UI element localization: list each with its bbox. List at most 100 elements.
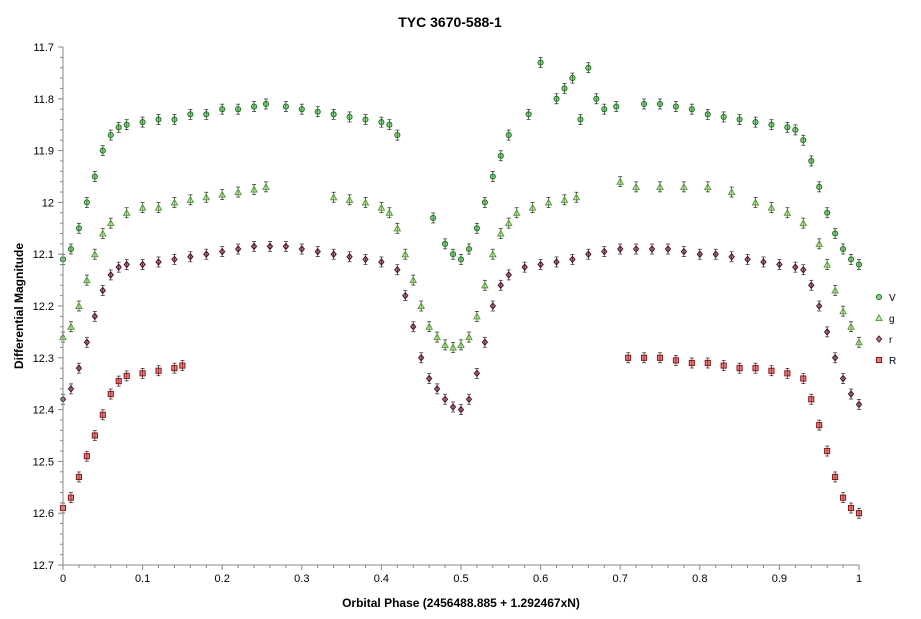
data-point [816, 183, 823, 190]
data-point [99, 286, 106, 295]
data-point [752, 119, 759, 126]
data-point [497, 152, 504, 159]
data-point [433, 385, 441, 393]
data-point [457, 405, 465, 414]
data-point [473, 369, 481, 378]
data-point [528, 203, 537, 211]
data-point [727, 187, 736, 196]
legend-label: R [889, 356, 896, 367]
data-point [703, 182, 712, 190]
data-point [457, 256, 465, 263]
data-point [572, 193, 581, 201]
data-point [155, 258, 162, 266]
data-point [840, 494, 847, 501]
data-point [497, 281, 504, 290]
data-point [67, 494, 75, 501]
data-point [346, 113, 353, 120]
data-point [378, 119, 385, 126]
data-point [736, 365, 743, 372]
data-point [99, 147, 106, 154]
data-point [648, 245, 656, 253]
data-point [107, 391, 114, 398]
data-point [784, 124, 791, 131]
x-tick-label: 0.7 [613, 573, 628, 585]
data-point [234, 245, 242, 253]
data-point [441, 395, 449, 404]
y-tick-label: 12.4 [33, 405, 54, 417]
y-tick-label: 12.6 [33, 508, 54, 520]
data-point [799, 219, 808, 227]
data-point [505, 271, 512, 279]
data-point [688, 359, 695, 367]
data-point [115, 378, 122, 385]
data-point [808, 281, 815, 290]
data-point [282, 242, 290, 251]
data-point [186, 195, 195, 203]
data-point [425, 322, 434, 330]
data-point [154, 203, 163, 211]
data-point [751, 198, 760, 206]
y-tick-label: 12.7 [33, 560, 54, 572]
data-point [417, 301, 426, 310]
data-point [680, 247, 688, 256]
data-point [792, 263, 799, 271]
data-point [75, 473, 82, 480]
data-point [577, 116, 584, 123]
data-point [329, 193, 338, 201]
data-point [776, 260, 783, 269]
plot-area [59, 57, 863, 519]
data-point [664, 245, 672, 253]
data-point [808, 396, 815, 403]
y-tick-label: 11.9 [33, 146, 54, 158]
data-point [203, 250, 210, 259]
data-point [234, 187, 242, 196]
legend-marker [875, 313, 883, 322]
data-point [330, 111, 337, 118]
data-point [481, 281, 489, 289]
data-point [768, 367, 775, 374]
data-point [378, 258, 385, 266]
data-point [632, 182, 640, 190]
data-point [298, 245, 305, 253]
data-point [680, 182, 688, 190]
data-point [123, 121, 130, 128]
data-point [179, 362, 186, 369]
x-tick-label: 0.4 [374, 573, 389, 585]
data-point [855, 338, 863, 346]
y-tick-label: 11.7 [33, 42, 54, 54]
data-point [262, 182, 270, 190]
data-point [688, 106, 695, 113]
x-tick-label: 0.3 [294, 573, 309, 585]
legend-item-V: V [875, 293, 896, 304]
data-point [361, 198, 370, 206]
data-point [138, 203, 147, 211]
data-point [123, 260, 130, 269]
data-point [171, 116, 178, 123]
data-point [465, 395, 473, 404]
data-point [760, 258, 767, 266]
data-point [839, 307, 847, 315]
data-point [816, 302, 823, 310]
data-point [704, 111, 711, 118]
data-point [696, 250, 703, 259]
data-point [465, 245, 473, 253]
data-point [855, 261, 863, 268]
data-point [430, 214, 437, 221]
data-point [473, 225, 480, 232]
data-point [569, 255, 576, 264]
data-point [808, 157, 815, 165]
legend-label: r [889, 335, 893, 346]
data-point [521, 263, 528, 271]
data-point [67, 385, 75, 393]
data-point [314, 108, 321, 115]
data-point [613, 103, 620, 110]
data-point [83, 453, 90, 460]
data-point [139, 370, 146, 377]
y-tick-label: 11.8 [33, 94, 54, 106]
data-point [593, 95, 600, 102]
data-point [155, 116, 162, 123]
data-point [489, 302, 497, 310]
data-point [632, 245, 640, 253]
data-point [75, 364, 83, 372]
